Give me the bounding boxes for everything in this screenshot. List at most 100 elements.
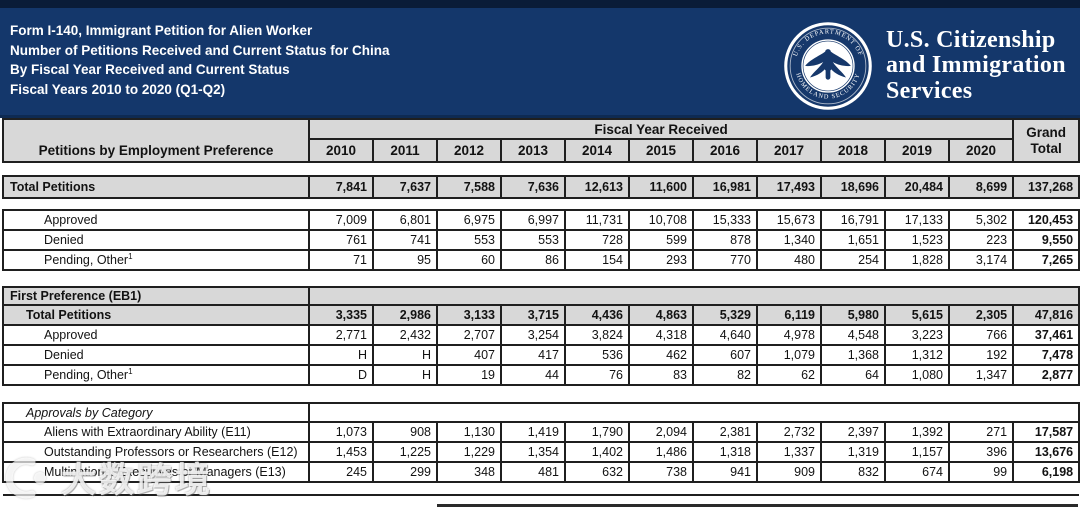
value-cell: 83 xyxy=(628,364,694,386)
value-cell: 909 xyxy=(756,461,822,483)
value-cell: H xyxy=(372,364,438,386)
value-cell: 462 xyxy=(628,344,694,366)
value-cell: 632 xyxy=(564,461,630,483)
row-label: Pending, Other1 xyxy=(2,364,310,386)
spacer-row xyxy=(3,481,1080,496)
grand-total-cell: 9,550 xyxy=(1012,229,1080,251)
value-cell: 299 xyxy=(372,461,438,483)
table-row: Total Petitions 7,841 7,637 7,588 7,636 12,61… xyxy=(2,175,1080,199)
table-header-row: Petitions by Employment Preference Fisca… xyxy=(2,118,1080,163)
value-cell: 64 xyxy=(820,364,886,386)
value-cell: 10,708 xyxy=(628,209,694,231)
value-cell: 1,225 xyxy=(372,441,438,463)
value-cell: 18,696 xyxy=(820,175,886,199)
value-cell: 1,790 xyxy=(564,421,630,443)
value-cell: 3,715 xyxy=(500,304,566,326)
grand-total-cell: 7,265 xyxy=(1012,249,1080,271)
value-cell: 1,651 xyxy=(820,229,886,251)
spacer-row xyxy=(3,161,1080,177)
section-band xyxy=(307,286,1080,306)
row-label: Pending, Other1 xyxy=(2,249,310,271)
value-cell: 3,133 xyxy=(436,304,502,326)
value-cell: 7,637 xyxy=(372,175,438,199)
value-cell: 76 xyxy=(564,364,630,386)
grand-total-cell: 47,816 xyxy=(1012,304,1080,326)
value-cell: 7,009 xyxy=(308,209,374,231)
value-cell: 11,600 xyxy=(628,175,694,199)
grand-total-cell: 137,268 xyxy=(1012,175,1080,199)
value-cell: 738 xyxy=(628,461,694,483)
row-label: First Preference (EB1) xyxy=(2,286,310,306)
banner-title-line: Fiscal Years 2010 to 2020 (Q1-Q2) xyxy=(10,81,226,97)
value-cell: 553 xyxy=(436,229,502,251)
value-cell: 16,981 xyxy=(692,175,758,199)
value-cell: H xyxy=(308,344,374,366)
grand-total-header-line: Grand xyxy=(1026,125,1066,141)
table-row: Approved 7,009 6,801 6,975 6,997 11,731 10,708… xyxy=(2,209,1080,231)
row-label: Aliens with Extraordinary Ability (E11) xyxy=(2,421,310,443)
row-label: Denied xyxy=(2,229,310,251)
spacer-row xyxy=(3,384,1080,404)
value-cell: 878 xyxy=(692,229,758,251)
value-cell: 3,335 xyxy=(308,304,374,326)
value-cell: D xyxy=(308,364,374,386)
table-row: Approvals by Category xyxy=(2,402,1080,423)
value-cell: 3,254 xyxy=(500,324,566,346)
value-cell: 86 xyxy=(500,249,566,271)
agency-name-line: and Immigration xyxy=(886,52,1066,79)
value-cell: 1,080 xyxy=(884,364,950,386)
value-cell: 6,119 xyxy=(756,304,822,326)
agency-block: U.S. DEPARTMENT OF HOMELAND SECURITY U.S… xyxy=(784,22,1066,110)
value-cell: 553 xyxy=(500,229,566,251)
table-row: Approved 2,771 2,432 2,707 3,254 3,824 4,318 4,… xyxy=(2,324,1080,346)
footnote-marker: 1 xyxy=(128,367,133,377)
year-group-header: Fiscal Year Received xyxy=(307,118,1015,140)
grand-total-cell: 2,877 xyxy=(1012,364,1080,386)
value-cell: 223 xyxy=(947,229,1015,251)
value-cell: 3,824 xyxy=(564,324,630,346)
value-cell: H xyxy=(372,344,438,366)
value-cell: 245 xyxy=(308,461,374,483)
value-cell: 7,636 xyxy=(500,175,566,199)
value-cell: 536 xyxy=(564,344,630,366)
year-header: 2016 xyxy=(692,138,758,163)
value-cell: 4,548 xyxy=(820,324,886,346)
value-cell: 832 xyxy=(820,461,886,483)
row-label: Approved xyxy=(2,324,310,346)
row-label: Approved xyxy=(2,209,310,231)
value-cell: 6,801 xyxy=(372,209,438,231)
value-cell: 1,368 xyxy=(820,344,886,366)
value-cell: 2,432 xyxy=(372,324,438,346)
agency-name: U.S. Citizenship and Immigration Service… xyxy=(886,27,1066,105)
agency-name-line: Services xyxy=(886,77,973,104)
value-cell: 1,419 xyxy=(500,421,566,443)
value-cell: 154 xyxy=(564,249,630,271)
banner-title-line: Number of Petitions Received and Current… xyxy=(10,42,390,58)
value-cell: 2,305 xyxy=(947,304,1015,326)
value-cell: 5,302 xyxy=(947,209,1015,231)
row-label: Multinational Executives or Managers (E1… xyxy=(2,461,310,483)
value-cell: 71 xyxy=(308,249,374,271)
petitions-table: Petitions by Employment Preference Fisca… xyxy=(2,118,1080,496)
value-cell: 4,978 xyxy=(756,324,822,346)
year-header: 2013 xyxy=(500,138,566,163)
value-cell: 20,484 xyxy=(884,175,950,199)
grand-total-cell: 17,587 xyxy=(1012,421,1080,443)
year-header: 2015 xyxy=(628,138,694,163)
value-cell: 407 xyxy=(436,344,502,366)
grand-total-cell: 37,461 xyxy=(1012,324,1080,346)
year-header-row: 2010 2011 2012 2013 2014 2015 2016 2017 2018 2019… xyxy=(3,138,1079,163)
value-cell: 2,732 xyxy=(756,421,822,443)
banner-title-line: By Fiscal Year Received and Current Stat… xyxy=(10,62,290,77)
row-label: Approvals by Category xyxy=(2,402,310,423)
spacer-cell xyxy=(3,481,1080,496)
value-cell: 3,223 xyxy=(884,324,950,346)
value-cell: 1,337 xyxy=(756,441,822,463)
table-row: Denied 761 741 553 553 728 599 878 1,340 1,651 1,5… xyxy=(2,229,1080,251)
value-cell: 2,381 xyxy=(692,421,758,443)
grand-total-header: Grand Total xyxy=(1012,118,1080,163)
value-cell: 1,453 xyxy=(308,441,374,463)
value-cell: 2,397 xyxy=(820,421,886,443)
year-header: 2012 xyxy=(436,138,502,163)
value-cell: 1,523 xyxy=(884,229,950,251)
